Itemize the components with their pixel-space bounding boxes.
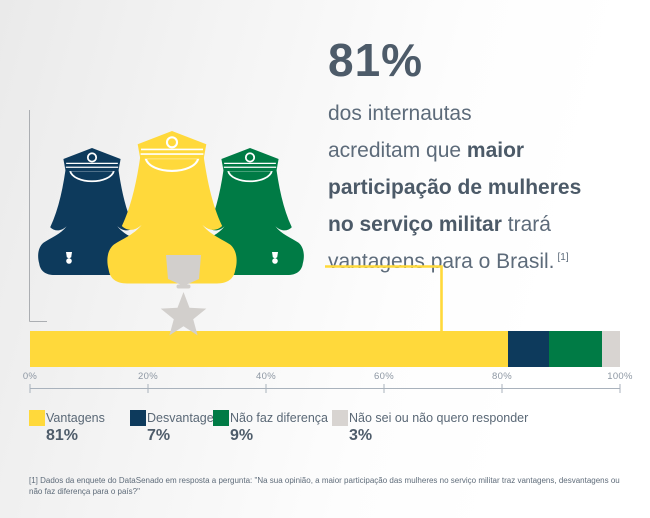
legend-swatch (130, 410, 146, 426)
x-axis: 0% 20% 40% 60% 80% 100% (23, 371, 632, 395)
legend-swatch (332, 410, 348, 426)
headline-stat: 81% (328, 34, 424, 86)
footnote-reference: [1] (557, 252, 569, 263)
bar-segment-vantagens (30, 331, 508, 367)
axis-tick (147, 384, 149, 393)
legend-item-nao-faz-diferenca: Não faz diferença 9% (213, 410, 328, 445)
female-officer-icon-green (195, 147, 305, 276)
axis-tick (501, 384, 503, 393)
legend-swatch (29, 410, 45, 426)
bar-segment-desvantagens (507, 331, 550, 367)
axis-tick-label: 0% (22, 371, 38, 382)
axis-tick-label: 80% (492, 371, 512, 382)
axis-tick (383, 384, 385, 393)
legend-item-vantagens: Vantagens 81% (29, 410, 105, 445)
mini-medal-icon (66, 252, 72, 264)
bar-segment-nao-faz-diferenca (549, 331, 603, 367)
medal-icon (160, 255, 207, 336)
female-officer-icon-yellow (106, 129, 238, 285)
axis-tick-label: 40% (256, 371, 276, 382)
legend-value: 81% (46, 427, 79, 444)
bar-segment-nao-sei (602, 331, 620, 367)
headline-text: dos internautas acreditam que maior part… (328, 102, 582, 273)
legend-item-desvantagens: Desvantagens 7% (130, 410, 227, 445)
legend-swatch (213, 410, 229, 426)
axis-tick (29, 384, 31, 393)
axis-decor-line (29, 110, 47, 322)
axis-tick-label: 60% (374, 371, 394, 382)
axis-tick (265, 384, 267, 393)
highlighted-word: vantagens (328, 250, 425, 273)
legend-value: 3% (349, 427, 373, 444)
legend-value: 9% (230, 427, 254, 444)
axis-tick-label: 100% (607, 371, 633, 382)
axis-tick-label: 20% (138, 371, 158, 382)
stacked-bar (30, 331, 620, 367)
female-officer-icon-navy (37, 147, 147, 276)
axis-tick (619, 384, 621, 393)
mini-medal-icon (272, 252, 278, 264)
footnote: [1] Dados da enquete do DataSenado em re… (29, 476, 620, 496)
legend-item-nao-sei: Não sei ou não quero responder 3% (332, 410, 528, 445)
legend-value: 7% (147, 427, 171, 444)
axis-line (30, 388, 620, 389)
headline: 81% dos internautas acreditam que maior … (328, 36, 648, 284)
